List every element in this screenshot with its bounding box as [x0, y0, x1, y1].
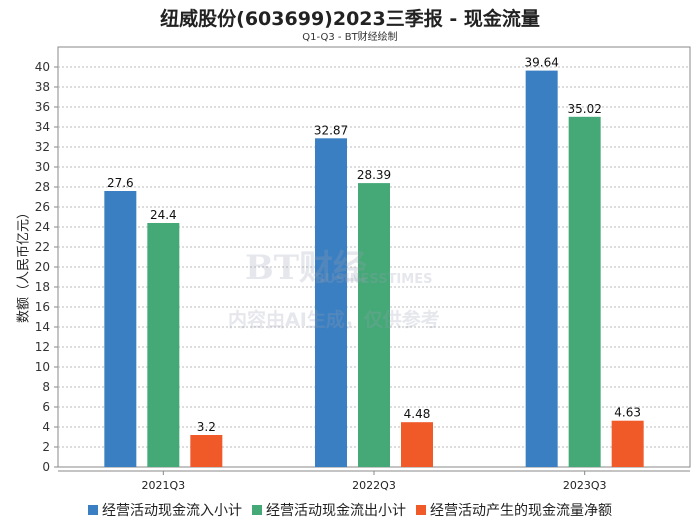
y-tick-label: 22	[35, 240, 50, 254]
bar	[147, 223, 180, 467]
legend-label: 经营活动现金流出小计	[266, 503, 406, 519]
y-tick-label: 14	[35, 320, 50, 334]
data-label: 3.2	[197, 420, 216, 434]
y-tick-label: 32	[35, 140, 50, 154]
bar	[190, 435, 223, 467]
legend-swatch	[88, 505, 98, 515]
legend-label: 经营活动产生的现金流量净额	[430, 503, 612, 519]
watermark-notice: 内容由AI生成，仅供参考	[228, 309, 440, 331]
y-tick-label: 6	[42, 400, 50, 414]
data-label: 39.64	[524, 56, 558, 70]
bar	[401, 422, 433, 467]
data-label: 28.39	[357, 168, 391, 182]
y-tick-label: 36	[35, 100, 50, 114]
watermark-brand-en: BUSINESSTIMES	[315, 272, 433, 287]
data-label: 27.6	[107, 176, 134, 190]
legend-swatch	[252, 505, 262, 515]
y-tick-label: 38	[35, 80, 50, 94]
bar	[104, 191, 137, 467]
watermark-brand: BT财经	[245, 248, 368, 288]
y-tick-label: 20	[35, 260, 50, 274]
y-tick-label: 18	[35, 280, 50, 294]
bar	[358, 183, 390, 467]
data-label: 32.87	[314, 123, 348, 137]
y-tick-label: 4	[42, 420, 50, 434]
y-tick-label: 0	[42, 460, 50, 474]
legend-swatch	[416, 505, 426, 515]
data-label: 4.63	[614, 406, 641, 420]
bar	[525, 70, 558, 467]
legend: 经营活动现金流入小计 经营活动现金流出小计 经营活动产生的现金流量净额	[0, 500, 700, 520]
data-label: 4.48	[404, 407, 431, 421]
y-tick-label: 40	[35, 60, 50, 74]
data-label: 35.02	[567, 102, 601, 116]
bar	[611, 420, 644, 467]
y-tick-label: 24	[35, 220, 50, 234]
legend-item[interactable]: 经营活动现金流入小计	[88, 500, 242, 520]
legend-label: 经营活动现金流入小计	[102, 503, 242, 519]
chart-subtitle: Q1-Q3 - BT财经绘制	[302, 32, 398, 43]
x-tick-label: 2021Q3	[142, 479, 186, 492]
y-tick-label: 28	[35, 180, 50, 194]
legend-item[interactable]: 经营活动产生的现金流量净额	[416, 500, 612, 520]
y-tick-label: 30	[35, 160, 50, 174]
y-tick-label: 8	[42, 380, 50, 394]
y-tick-label: 12	[35, 340, 50, 354]
x-tick-label: 2023Q3	[563, 479, 607, 492]
y-tick-label: 16	[35, 300, 50, 314]
bar	[315, 138, 347, 468]
y-tick-label: 34	[35, 120, 50, 134]
data-label: 24.4	[150, 208, 177, 222]
y-tick-label: 2	[42, 440, 50, 454]
x-tick-label: 2022Q3	[352, 479, 396, 492]
y-tick-label: 10	[35, 360, 50, 374]
y-tick-label: 26	[35, 200, 50, 214]
bar	[568, 116, 601, 468]
legend-item[interactable]: 经营活动现金流出小计	[252, 500, 406, 520]
chart-title: 纽威股份(603699)2023三季报 - 现金流量	[160, 8, 540, 30]
